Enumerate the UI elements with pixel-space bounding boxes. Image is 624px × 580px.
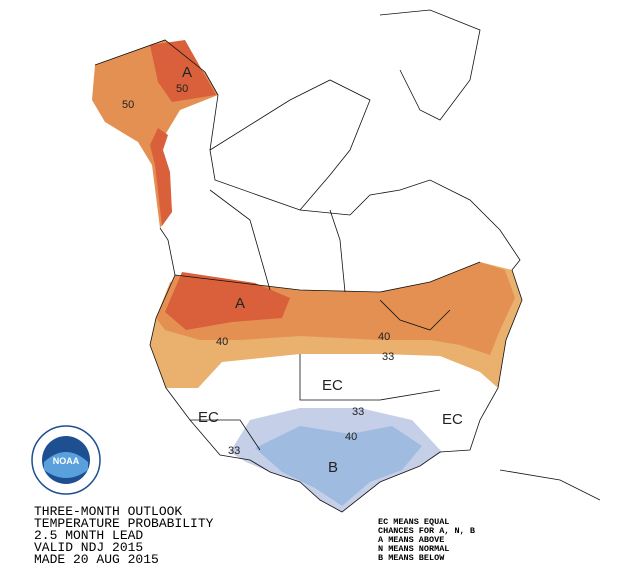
title-line: MADE 20 AUG 2015	[34, 552, 159, 567]
legend-line: A MEANS ABOVE	[378, 535, 444, 545]
contour-label: 40	[378, 331, 390, 343]
logo-text: NOAA	[53, 456, 80, 466]
title-line: VALID NDJ 2015	[34, 540, 143, 555]
alaska-above-inner	[150, 40, 216, 102]
title-line: 2.5 MONTH LEAD	[34, 528, 143, 543]
contour-label: 33	[382, 351, 394, 363]
label-ec: EC	[322, 377, 343, 394]
contour-label: 33	[352, 406, 364, 418]
label-ec: EC	[198, 409, 219, 426]
title-line: TEMPERATURE PROBABILITY	[34, 516, 214, 531]
noaa-logo: NOAA	[31, 425, 101, 495]
legend-line: B MEANS BELOW	[378, 553, 445, 563]
legend-line: CHANCES FOR A, N, B	[378, 526, 475, 536]
contour-label: 33	[228, 445, 240, 457]
contour-label: 50	[176, 83, 188, 95]
label-a: A	[182, 64, 192, 81]
legend-line: N MEANS NORMAL	[378, 544, 449, 554]
coastlines	[94, 9, 601, 513]
legend-line: EC MEANS EQUAL	[378, 517, 449, 527]
us-above-50	[165, 272, 290, 330]
title-line: THREE-MONTH OUTLOOK	[34, 504, 182, 519]
south-below-40	[255, 426, 422, 506]
contour-label: 40	[216, 336, 228, 348]
contour-label: 40	[345, 431, 357, 443]
contour-label: 50	[122, 99, 134, 111]
label-a: A	[235, 295, 245, 312]
label-ec: EC	[442, 411, 463, 428]
label-b: B	[328, 459, 338, 476]
alaska-coast-red	[150, 128, 172, 226]
